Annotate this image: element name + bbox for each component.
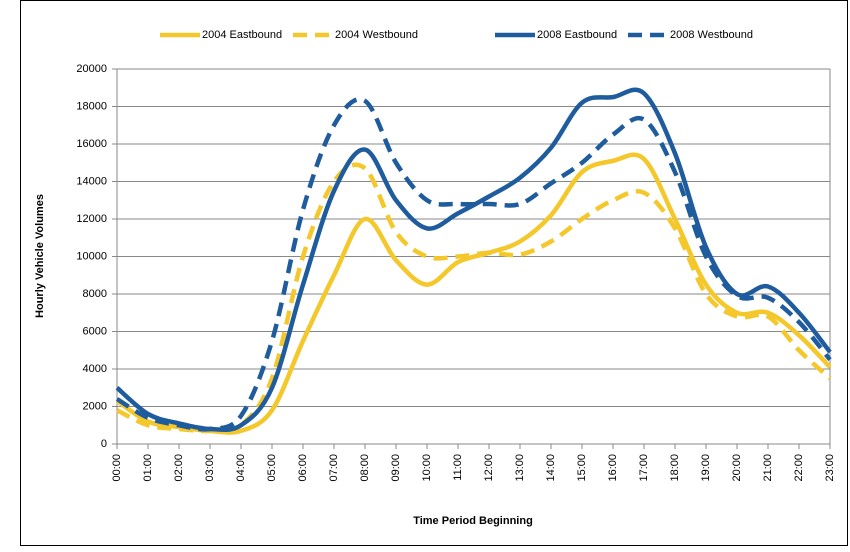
series-line: [115, 152, 832, 435]
x-tick-label: 16:00: [607, 454, 619, 482]
x-tick-label: 23:00: [824, 454, 836, 482]
legend-label: 2008 Eastbound: [537, 29, 617, 41]
x-tick-label: 06:00: [297, 454, 309, 482]
x-tick-label: 09:00: [390, 454, 402, 482]
x-tick-label: 04:00: [235, 454, 247, 482]
x-tick-label: 14:00: [545, 454, 557, 482]
x-tick-label: 10:00: [421, 454, 433, 482]
x-tick-label: 00:00: [111, 454, 123, 482]
y-tick-label: 4000: [83, 363, 107, 375]
legend-label: 2008 Westbound: [670, 29, 753, 41]
y-tick-label: 12000: [76, 213, 107, 225]
series-line: [115, 162, 832, 434]
x-tick-label: 12:00: [483, 454, 495, 482]
series-line: [115, 97, 832, 432]
x-tick-label: 15:00: [576, 454, 588, 482]
x-tick-label: 17:00: [638, 454, 650, 482]
y-tick-label: 8000: [83, 288, 107, 300]
chart-border: [20, 0, 848, 546]
y-tick-label: 6000: [83, 325, 107, 337]
legend-label: 2004 Eastbound: [202, 29, 282, 41]
x-tick-label: 21:00: [762, 454, 774, 482]
y-axis-label: Hourly Vehicle Volumes: [34, 194, 46, 318]
y-tick-label: 18000: [76, 100, 107, 112]
y-tick-label: 16000: [76, 138, 107, 150]
y-tick-label: 14000: [76, 175, 107, 187]
y-tick-label: 0: [101, 438, 107, 450]
x-tick-label: 20:00: [731, 454, 743, 482]
x-tick-label: 13:00: [514, 454, 526, 482]
y-tick-label: 2000: [83, 400, 107, 412]
x-tick-label: 08:00: [359, 454, 371, 482]
x-axis-label: Time Period Beginning: [413, 515, 533, 527]
y-tick-label: 20000: [76, 63, 107, 75]
x-tick-label: 22:00: [793, 454, 805, 482]
x-tick-label: 05:00: [266, 454, 278, 482]
series-line: [115, 87, 832, 433]
x-tick-label: 11:00: [452, 454, 464, 481]
x-tick-label: 03:00: [204, 454, 216, 482]
x-tick-label: 18:00: [669, 454, 681, 482]
legend-label: 2004 Westbound: [335, 29, 418, 41]
x-tick-label: 02:00: [173, 454, 185, 482]
y-tick-label: 10000: [76, 250, 107, 262]
x-tick-label: 07:00: [328, 454, 340, 482]
x-tick-label: 19:00: [700, 454, 712, 482]
x-tick-label: 01:00: [142, 454, 154, 482]
